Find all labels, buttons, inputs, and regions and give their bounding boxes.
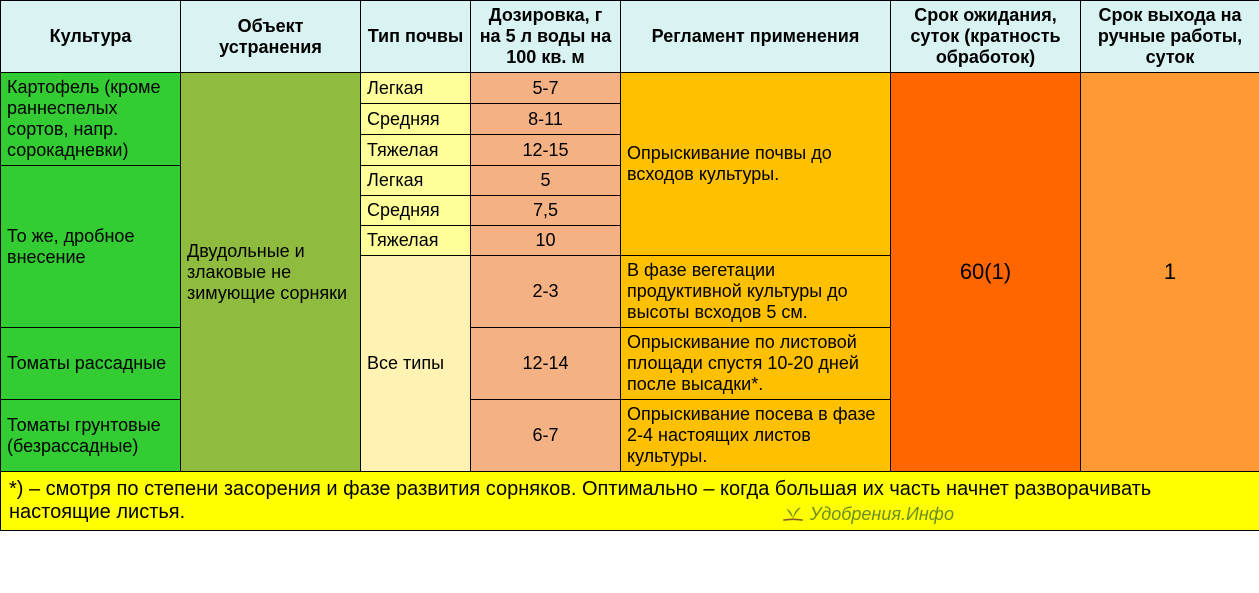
col-header-soil: Тип почвы — [361, 1, 471, 73]
cell-culture-tomato-ground: Томаты грунтовые (безрассадные) — [1, 400, 181, 472]
cell-dose: 12-15 — [471, 135, 621, 166]
cell-dose: 7,5 — [471, 196, 621, 226]
table-row-footnote: *) – смотря по степени засорения и фазе … — [1, 472, 1259, 531]
col-header-dose: Дозировка, г на 5 л воды на 100 кв. м — [471, 1, 621, 73]
col-header-culture: Культура — [1, 1, 181, 73]
cell-regimen-preemerge: Опрыскивание почвы до всходов культуры. — [621, 73, 891, 256]
cell-dose: 10 — [471, 226, 621, 256]
cell-object: Двудольные и злаковые не зимующие сорняк… — [181, 73, 361, 472]
cell-soil: Средняя — [361, 196, 471, 226]
herbicide-application-table: Культура Объект устранения Тип почвы Доз… — [0, 0, 1259, 531]
cell-dose: 8-11 — [471, 104, 621, 135]
cell-out: 1 — [1081, 73, 1259, 472]
cell-regimen-veg5cm: В фазе вегетации продуктивной культуры д… — [621, 256, 891, 328]
cell-regimen-true-leaves: Опрыскивание посева в фазе 2-4 настоящих… — [621, 400, 891, 472]
cell-soil: Легкая — [361, 166, 471, 196]
cell-dose: 2-3 — [471, 256, 621, 328]
cell-dose: 5-7 — [471, 73, 621, 104]
cell-soil: Средняя — [361, 104, 471, 135]
cell-dose: 5 — [471, 166, 621, 196]
table-row: Картофель (кроме раннеспелых сортов, нап… — [1, 73, 1259, 104]
cell-soil: Легкая — [361, 73, 471, 104]
cell-soil: Тяжелая — [361, 135, 471, 166]
col-header-out: Срок выхода на ручные работы, суток — [1081, 1, 1259, 73]
col-header-wait: Срок ожидания, суток (кратность обработо… — [891, 1, 1081, 73]
cell-culture-tomato-seedling: Томаты рассадные — [1, 328, 181, 400]
col-header-regimen: Регламент применения — [621, 1, 891, 73]
cell-culture-potato-split: То же, дробное внесение — [1, 166, 181, 328]
cell-wait: 60(1) — [891, 73, 1081, 472]
cell-dose: 12-14 — [471, 328, 621, 400]
cell-soil: Тяжелая — [361, 226, 471, 256]
cell-dose: 6-7 — [471, 400, 621, 472]
footnote-cell: *) – смотря по степени засорения и фазе … — [1, 472, 1259, 531]
cell-culture-potato: Картофель (кроме раннеспелых сортов, нап… — [1, 73, 181, 166]
cell-soil-all: Все типы — [361, 256, 471, 472]
cell-regimen-after-transplant: Опрыскивание по листовой площади спустя … — [621, 328, 891, 400]
col-header-object: Объект устранения — [181, 1, 361, 73]
